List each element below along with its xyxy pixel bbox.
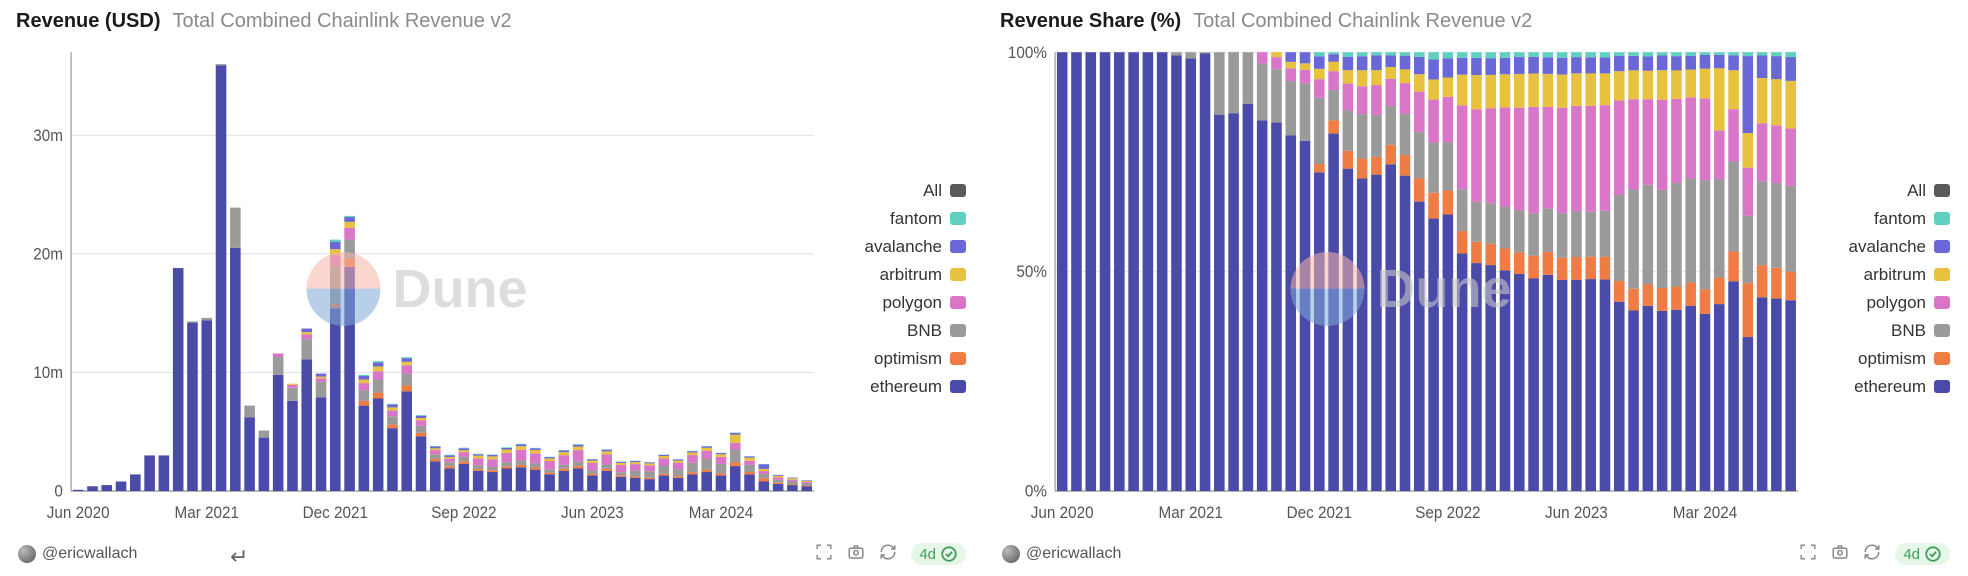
enter-icon: ↵ — [230, 544, 248, 570]
legend-item-avalanche[interactable]: avalanche — [1808, 237, 1950, 257]
legend-item-all[interactable]: All — [1808, 181, 1950, 201]
legend-label: polygon — [882, 293, 942, 313]
legend-label: arbitrum — [1864, 265, 1926, 285]
panel1-header: Revenue (USD) Total Combined Chainlink R… — [10, 10, 974, 33]
svg-text:Mar 2024: Mar 2024 — [1673, 503, 1737, 522]
legend-label: fantom — [890, 209, 942, 229]
svg-text:Dec 2021: Dec 2021 — [303, 503, 368, 522]
legend-swatch — [1934, 240, 1950, 253]
age-badge: 4d — [911, 543, 966, 565]
panel1-title: Revenue (USD) — [16, 10, 160, 33]
legend-swatch — [950, 184, 966, 197]
legend-item-avalanche[interactable]: avalanche — [824, 237, 966, 257]
legend-swatch — [950, 380, 966, 393]
author-handle: @ericwallach — [1026, 545, 1121, 563]
panel2-legend: All fantom avalanche arbitrum polygon BNB opti… — [1808, 41, 1958, 536]
avatar-icon — [1002, 545, 1020, 563]
svg-text:Mar 2021: Mar 2021 — [1159, 503, 1223, 522]
legend-swatch — [950, 324, 966, 337]
svg-text:20m: 20m — [33, 245, 63, 264]
panel2-title: Revenue Share (%) — [1000, 10, 1181, 33]
svg-text:Mar 2024: Mar 2024 — [689, 503, 753, 522]
revenue-panel: Revenue (USD) Total Combined Chainlink R… — [0, 0, 984, 576]
svg-text:10m: 10m — [33, 363, 63, 382]
panel1-legend: All fantom avalanche arbitrum polygon BNB opti… — [824, 41, 974, 536]
legend-swatch — [1934, 324, 1950, 337]
svg-text:Jun 2020: Jun 2020 — [47, 503, 110, 522]
age-badge: 4d — [1895, 543, 1950, 565]
legend-item-ethereum[interactable]: ethereum — [1808, 377, 1950, 397]
legend-swatch — [950, 212, 966, 225]
legend-label: All — [923, 181, 942, 201]
avatar-icon — [18, 545, 36, 563]
panel2-tools: 4d — [1799, 543, 1950, 566]
refresh-icon[interactable] — [879, 543, 897, 566]
legend-item-arbitrum[interactable]: arbitrum — [824, 265, 966, 285]
share-panel: Revenue Share (%) Total Combined Chainli… — [984, 0, 1968, 576]
legend-item-arbitrum[interactable]: arbitrum — [1808, 265, 1950, 285]
legend-label: ethereum — [870, 377, 942, 397]
svg-text:0: 0 — [54, 482, 63, 501]
legend-item-all[interactable]: All — [824, 181, 966, 201]
legend-swatch — [1934, 352, 1950, 365]
author-handle: @ericwallach — [42, 545, 137, 563]
refresh-icon[interactable] — [1863, 543, 1881, 566]
expand-icon[interactable] — [1799, 543, 1817, 566]
legend-swatch — [1934, 296, 1950, 309]
panel2-subtitle: Total Combined Chainlink Revenue v2 — [1193, 10, 1532, 33]
legend-swatch — [1934, 268, 1950, 281]
legend-swatch — [950, 352, 966, 365]
svg-text:Jun 2023: Jun 2023 — [561, 503, 624, 522]
author[interactable]: @ericwallach — [18, 545, 137, 563]
legend-label: BNB — [907, 321, 942, 341]
svg-text:Sep 2022: Sep 2022 — [431, 503, 496, 522]
legend-swatch — [1934, 212, 1950, 225]
expand-icon[interactable] — [815, 543, 833, 566]
legend-swatch — [1934, 380, 1950, 393]
panel1-subtitle: Total Combined Chainlink Revenue v2 — [172, 10, 511, 33]
legend-item-optimism[interactable]: optimism — [824, 349, 966, 369]
legend-label: polygon — [1866, 293, 1926, 313]
panel1-chart[interactable]: Dune 010m20m30mJun 2020Mar 2021Dec 2021S… — [10, 41, 824, 536]
legend-label: avalanche — [864, 237, 942, 257]
svg-text:Dec 2021: Dec 2021 — [1287, 503, 1352, 522]
legend-item-fantom[interactable]: fantom — [824, 209, 966, 229]
legend-item-bnb[interactable]: BNB — [1808, 321, 1950, 341]
panel2-chart[interactable]: Dune 0%50%100%Jun 2020Mar 2021Dec 2021Se… — [994, 41, 1808, 536]
legend-item-bnb[interactable]: BNB — [824, 321, 966, 341]
svg-text:Jun 2020: Jun 2020 — [1031, 503, 1094, 522]
legend-label: avalanche — [1848, 237, 1926, 257]
legend-label: optimism — [874, 349, 942, 369]
camera-icon[interactable] — [847, 543, 865, 566]
legend-label: arbitrum — [880, 265, 942, 285]
author[interactable]: @ericwallach — [1002, 545, 1121, 563]
svg-text:0%: 0% — [1025, 482, 1047, 501]
svg-text:50%: 50% — [1016, 263, 1047, 282]
svg-text:Sep 2022: Sep 2022 — [1415, 503, 1480, 522]
legend-item-ethereum[interactable]: ethereum — [824, 377, 966, 397]
legend-label: optimism — [1858, 349, 1926, 369]
svg-text:Mar 2021: Mar 2021 — [175, 503, 239, 522]
legend-label: All — [1907, 181, 1926, 201]
panel2-header: Revenue Share (%) Total Combined Chainli… — [994, 10, 1958, 33]
legend-item-polygon[interactable]: polygon — [824, 293, 966, 313]
svg-text:30m: 30m — [33, 126, 63, 145]
camera-icon[interactable] — [1831, 543, 1849, 566]
legend-label: BNB — [1891, 321, 1926, 341]
svg-text:100%: 100% — [1008, 43, 1047, 62]
legend-swatch — [1934, 184, 1950, 197]
legend-item-optimism[interactable]: optimism — [1808, 349, 1950, 369]
legend-item-fantom[interactable]: fantom — [1808, 209, 1950, 229]
legend-swatch — [950, 296, 966, 309]
svg-text:Jun 2023: Jun 2023 — [1545, 503, 1608, 522]
legend-item-polygon[interactable]: polygon — [1808, 293, 1950, 313]
legend-label: ethereum — [1854, 377, 1926, 397]
panel1-tools: 4d — [815, 543, 966, 566]
legend-label: fantom — [1874, 209, 1926, 229]
legend-swatch — [950, 268, 966, 281]
legend-swatch — [950, 240, 966, 253]
